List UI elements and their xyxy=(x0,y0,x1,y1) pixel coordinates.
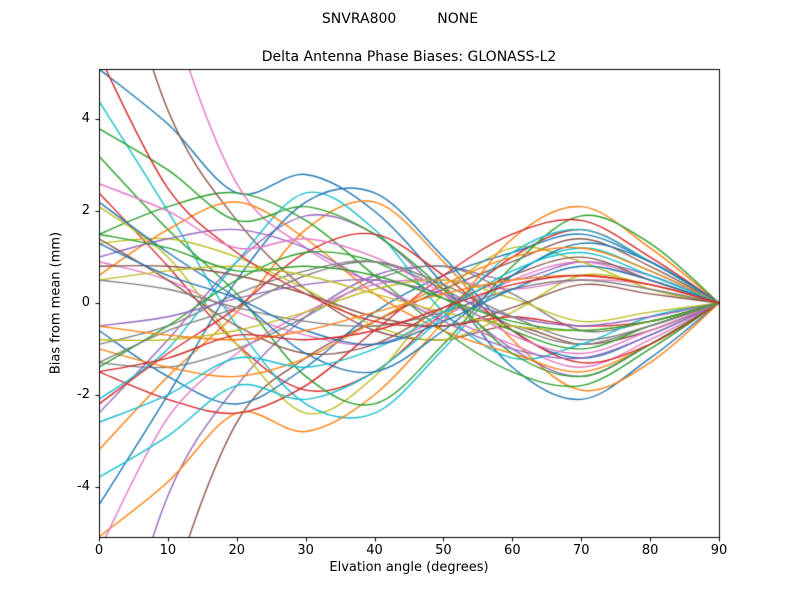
x-tick-label: 70 xyxy=(572,543,590,558)
x-tick-label: 0 xyxy=(94,543,104,558)
x-tick-label: 40 xyxy=(366,543,383,558)
x-tick-label: 20 xyxy=(228,543,246,558)
y-tick-label: -2 xyxy=(77,386,90,402)
figure-suptitle: SNVRA800 NONE xyxy=(0,11,800,27)
axes-title: Delta Antenna Phase Biases: GLONASS-L2 xyxy=(261,49,557,65)
y-tick-label: 0 xyxy=(81,295,90,310)
x-tick-label: 80 xyxy=(641,543,659,558)
x-tick-label: 10 xyxy=(159,543,177,558)
y-tick-label: -4 xyxy=(77,478,90,494)
x-tick-label: 60 xyxy=(504,543,521,558)
x-tick-label: 50 xyxy=(435,543,452,558)
y-tick-label: 4 xyxy=(81,111,90,127)
y-tick-label: 2 xyxy=(81,203,90,219)
x-tick-label: 30 xyxy=(297,543,314,558)
suptitle-radome: NONE xyxy=(437,11,479,27)
x-tick-label: 90 xyxy=(710,543,728,558)
suptitle-station: SNVRA800 xyxy=(321,11,397,27)
x-axis-label: Elvation angle (degrees) xyxy=(329,560,489,575)
